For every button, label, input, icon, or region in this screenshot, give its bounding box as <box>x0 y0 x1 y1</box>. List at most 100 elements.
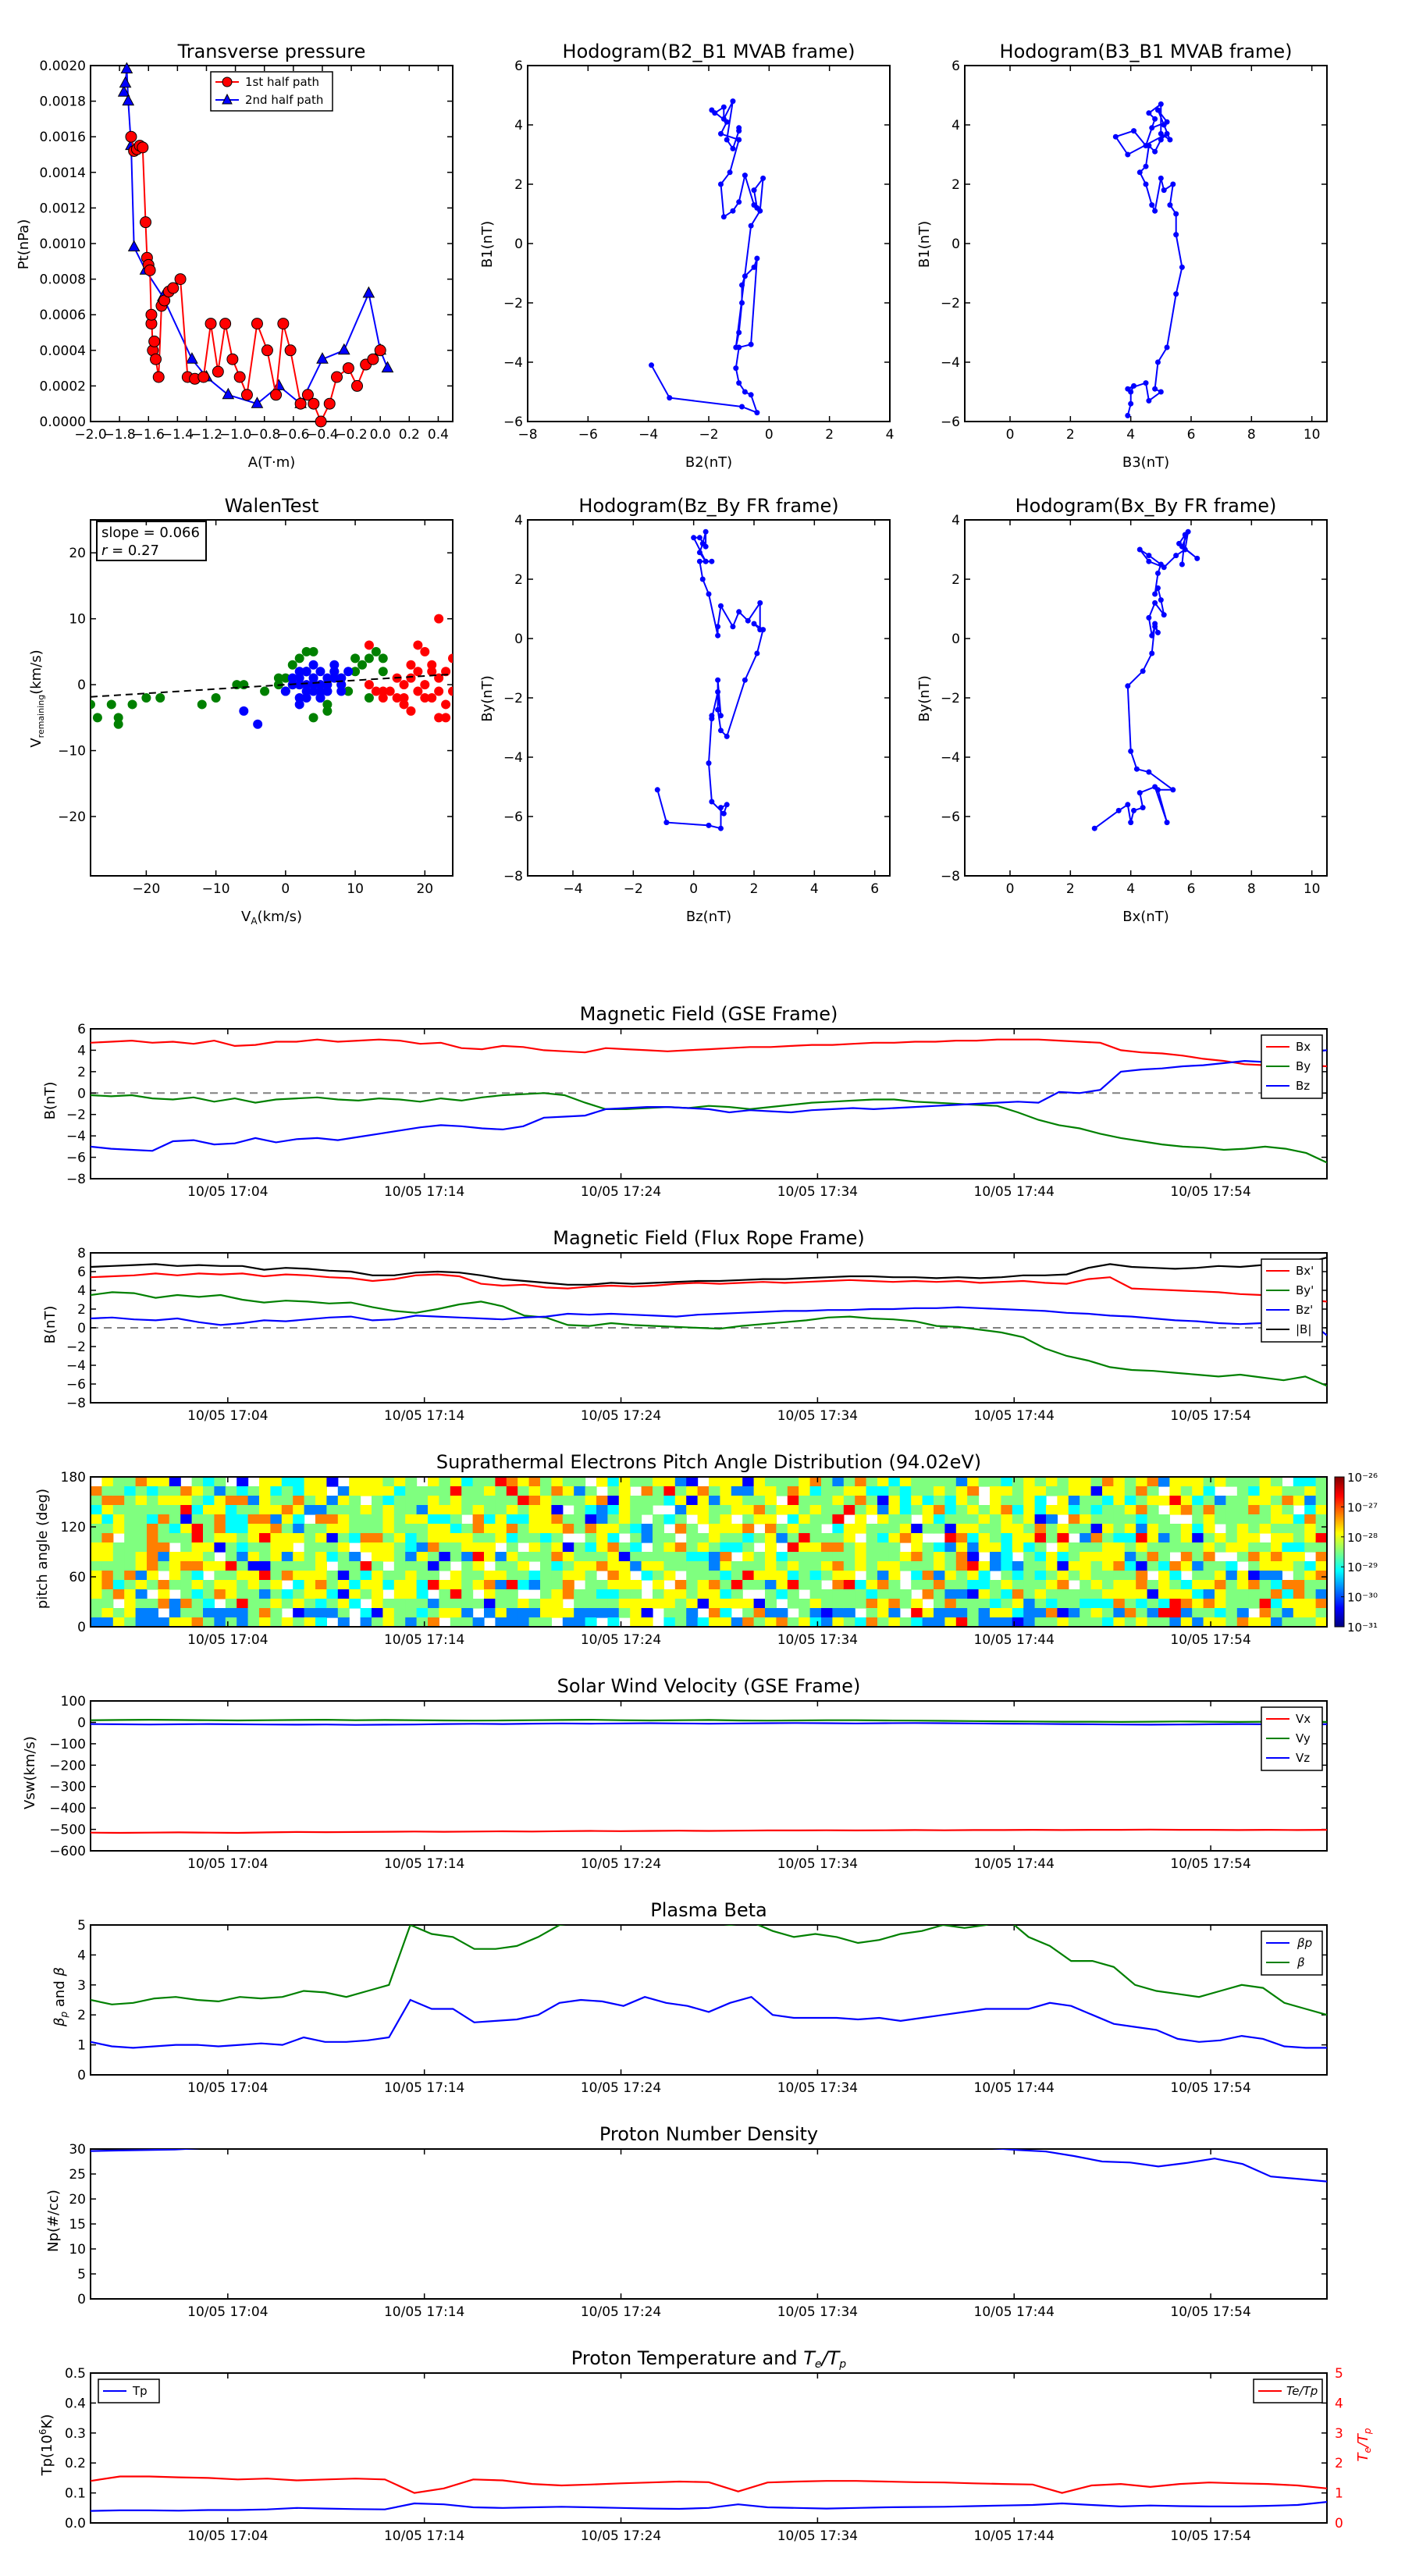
xlabel-hodogram-b3-b1: B3(nT) <box>1122 454 1169 471</box>
hodogram-b2-b1-xtick-label: 2 <box>825 427 834 443</box>
pad-cell <box>1136 1486 1148 1496</box>
pad-cell <box>742 1477 755 1487</box>
pad-cell <box>1012 1608 1024 1618</box>
pad-cell <box>450 1542 462 1553</box>
pad-cell <box>585 1571 597 1581</box>
mag-fr-ytick-label: 2 <box>77 1302 86 1318</box>
pad-cell <box>978 1617 991 1628</box>
pad-cell <box>416 1589 429 1599</box>
pad-cell <box>191 1542 204 1553</box>
pad-cell <box>934 1617 945 1628</box>
pad-cell <box>1158 1496 1170 1506</box>
pad-cell <box>1293 1571 1305 1581</box>
walen-point-green <box>141 693 151 703</box>
pad-cell <box>934 1477 945 1487</box>
pad-cell <box>495 1477 507 1487</box>
pad-cell <box>709 1589 720 1599</box>
pad-cell <box>372 1524 383 1534</box>
pad-cell <box>1113 1514 1126 1525</box>
pad-cell <box>596 1580 608 1590</box>
pad-cell <box>247 1617 260 1628</box>
pad-cell <box>809 1561 822 1571</box>
pad-cell <box>742 1617 755 1628</box>
legend-label-2nd: 2nd half path <box>245 93 323 107</box>
pad-cell <box>518 1514 530 1525</box>
pad-cell <box>1192 1589 1204 1599</box>
hodogram-bx-by-xtick-label: 0 <box>1006 881 1015 897</box>
pad-cell <box>1090 1477 1103 1487</box>
pad-cell <box>349 1505 361 1515</box>
walen-point-red <box>406 673 416 683</box>
pad-cell <box>393 1514 406 1525</box>
pressure-marker-1st <box>167 282 180 294</box>
pressure-marker-2nd <box>186 352 198 364</box>
title-transverse-pressure: Transverse pressure <box>177 41 366 62</box>
pad-cell <box>203 1599 215 1609</box>
pad-cell <box>405 1486 418 1496</box>
pad-cell <box>472 1561 485 1571</box>
pad-cell <box>124 1589 137 1599</box>
pad-cell <box>1057 1608 1069 1618</box>
pad-cell <box>439 1608 451 1618</box>
pad-cell <box>709 1542 720 1553</box>
pad-cell <box>922 1589 934 1599</box>
pad-cell <box>1057 1477 1069 1487</box>
title-mag-fr: Magnetic Field (Flux Rope Frame) <box>553 1227 864 1249</box>
walen-point-green <box>308 713 318 723</box>
walen-point-blue <box>322 673 333 683</box>
pad-cell <box>663 1477 676 1487</box>
pad-cell <box>922 1524 934 1534</box>
pad-cell <box>911 1617 923 1628</box>
pad-cell <box>1225 1542 1238 1553</box>
pad-cell <box>990 1599 1001 1609</box>
pad-cell <box>293 1505 305 1515</box>
mag-gse-series-0 <box>91 1038 1327 1068</box>
pad-cell <box>574 1589 586 1599</box>
pad-cell <box>450 1552 462 1562</box>
pressure-marker-1st <box>226 353 239 365</box>
pad-cell <box>596 1477 608 1487</box>
pad-cell <box>1304 1514 1317 1525</box>
pad-cell <box>607 1486 620 1496</box>
hodogram-b3-b1-point <box>1125 412 1131 418</box>
pad-cell <box>855 1477 867 1487</box>
walen-point-green <box>232 680 242 690</box>
pad-cell <box>855 1486 867 1496</box>
hodogram-b3-b1-ytick-label: 6 <box>951 59 960 74</box>
hodogram-bz-by-ytick-label: −8 <box>503 869 523 884</box>
pad-ytick-label: 0 <box>77 1620 86 1635</box>
pad-cell <box>809 1486 822 1496</box>
pad-cell <box>450 1496 462 1506</box>
pad-cell <box>337 1524 350 1534</box>
pad-cell <box>304 1589 316 1599</box>
pad-cell <box>506 1524 518 1534</box>
pad-cell <box>1001 1514 1013 1525</box>
pad-cell <box>540 1571 552 1581</box>
transverse-pressure-xtick-label: −2.0 <box>74 427 106 443</box>
pad-cell <box>1034 1533 1047 1543</box>
pad-cell <box>663 1514 676 1525</box>
pad-cell <box>799 1496 811 1506</box>
pad-cell <box>990 1533 1001 1543</box>
pad-cell <box>1158 1608 1170 1618</box>
hodogram-b3-b1-point <box>1125 151 1131 158</box>
pad-cell <box>1090 1589 1103 1599</box>
pad-cell <box>1271 1524 1282 1534</box>
pad-cell <box>518 1524 530 1534</box>
pad-cell <box>1192 1608 1204 1618</box>
pad-cell <box>203 1542 215 1553</box>
pad-cell <box>832 1561 845 1571</box>
pad-cell <box>1248 1514 1261 1525</box>
pad-cell <box>697 1599 710 1609</box>
walen-frame <box>90 519 454 877</box>
pad-cell <box>293 1608 305 1618</box>
velocity-xtick-label: 10/05 17:24 <box>581 1856 661 1872</box>
pad-cell <box>1259 1477 1272 1487</box>
pad-cell <box>101 1496 114 1506</box>
pad-cell <box>731 1477 743 1487</box>
velocity-ytick-label: −200 <box>49 1758 86 1774</box>
pad-cell <box>888 1486 901 1496</box>
walen-r-text: r = 0.27 <box>101 543 159 559</box>
pad-cell <box>990 1617 1001 1628</box>
pad-cell <box>574 1552 586 1562</box>
